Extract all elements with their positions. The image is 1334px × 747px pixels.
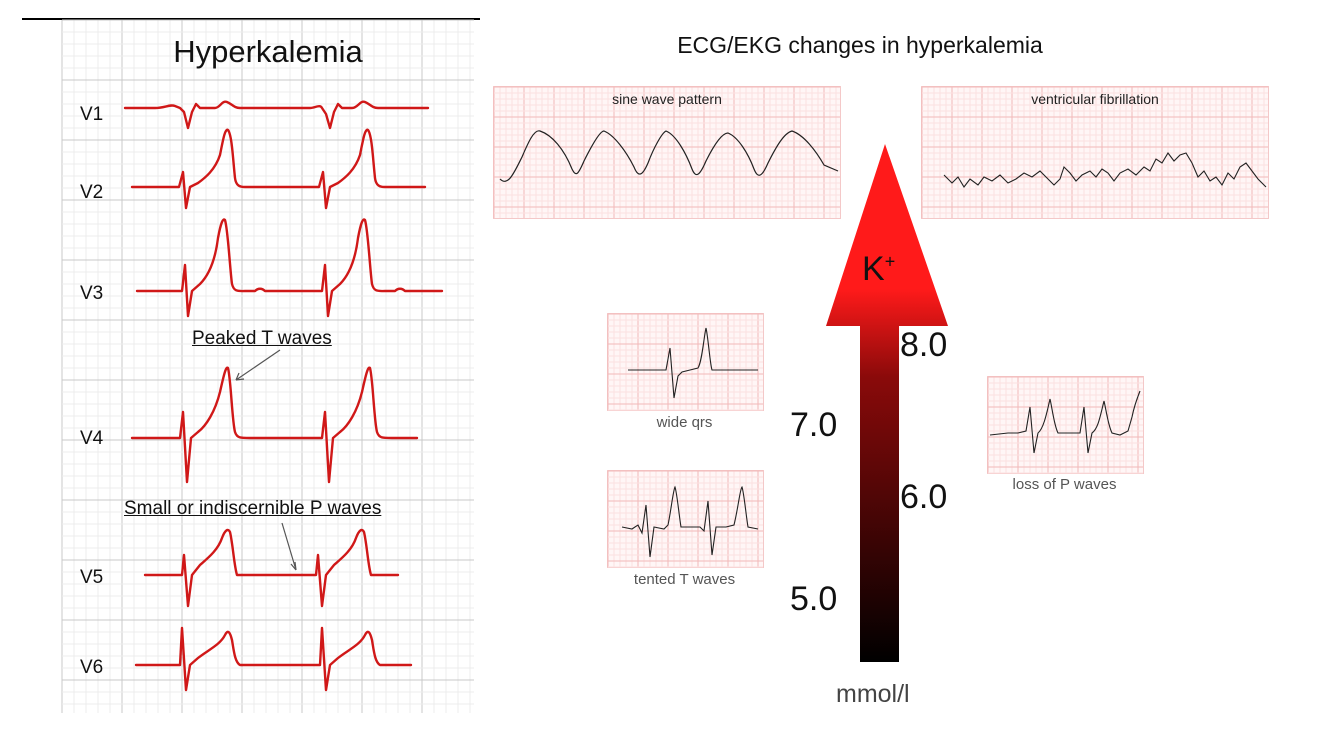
strip-grid bbox=[607, 470, 763, 568]
loss-p-trace bbox=[989, 390, 1141, 454]
potassium-letter: K bbox=[862, 250, 885, 288]
strip-grid bbox=[607, 313, 763, 411]
loss-of-p-waves-strip bbox=[987, 376, 1144, 474]
lead-label-v3: V3 bbox=[80, 283, 104, 304]
level-5-label: 5.0 bbox=[790, 580, 838, 618]
strip-grid bbox=[921, 86, 1268, 218]
vfib-trace bbox=[943, 152, 1267, 188]
small-p-waves-annotation: Small or indiscernible P waves bbox=[124, 498, 382, 519]
peaked-t-waves-annotation: Peaked T waves bbox=[192, 328, 332, 349]
tented-t-waves-strip bbox=[607, 470, 764, 568]
wide-qrs-caption: wide qrs bbox=[656, 414, 713, 431]
trace-v4 bbox=[130, 366, 419, 484]
loss-of-p-waves-caption: loss of P waves bbox=[1012, 476, 1117, 493]
potassium-symbol: K+ bbox=[862, 250, 895, 289]
level-8-label: 8.0 bbox=[900, 326, 948, 364]
small-p-arrow bbox=[281, 522, 297, 571]
trace-v1 bbox=[123, 100, 430, 130]
tented-t-trace bbox=[621, 485, 759, 558]
peaked-t-arrow bbox=[235, 349, 281, 381]
strip-grid bbox=[987, 376, 1143, 474]
sine-wave-caption: sine wave pattern bbox=[612, 91, 722, 107]
top-divider-line bbox=[22, 18, 480, 20]
trace-v2 bbox=[130, 128, 427, 210]
level-6-label: 6.0 bbox=[900, 478, 948, 516]
wide-qrs-trace bbox=[628, 327, 758, 399]
unit-label: mmol/l bbox=[836, 680, 910, 708]
lead-label-v4: V4 bbox=[80, 428, 104, 449]
ecg-grid-left bbox=[61, 19, 474, 713]
strip-grid bbox=[493, 86, 840, 218]
lead-label-v5: V5 bbox=[80, 567, 104, 588]
hyperkalemia-title: Hyperkalemia bbox=[173, 34, 363, 69]
ventricular-fibrillation-caption: ventricular fibrillation bbox=[1031, 91, 1159, 107]
tented-t-waves-caption: tented T waves bbox=[633, 571, 736, 588]
potassium-charge: + bbox=[884, 251, 896, 272]
sine-wave-strip: sine wave pattern bbox=[493, 86, 841, 219]
wide-qrs-strip bbox=[607, 313, 764, 411]
sine-wave-trace bbox=[499, 130, 839, 182]
trace-v5 bbox=[143, 528, 400, 608]
level-7-label: 7.0 bbox=[790, 406, 838, 444]
potassium-level-arrow bbox=[826, 144, 948, 662]
lead-label-v2: V2 bbox=[80, 182, 104, 203]
precordial-ecg-traces bbox=[123, 100, 444, 692]
lead-label-v6: V6 bbox=[80, 657, 104, 678]
lead-label-v1: V1 bbox=[80, 104, 104, 125]
trace-v6 bbox=[134, 626, 413, 692]
trace-v3 bbox=[135, 218, 444, 318]
ecg-changes-title: ECG/EKG changes in hyperkalemia bbox=[677, 32, 1043, 58]
ventricular-fibrillation-strip: ventricular fibrillation bbox=[921, 86, 1269, 219]
